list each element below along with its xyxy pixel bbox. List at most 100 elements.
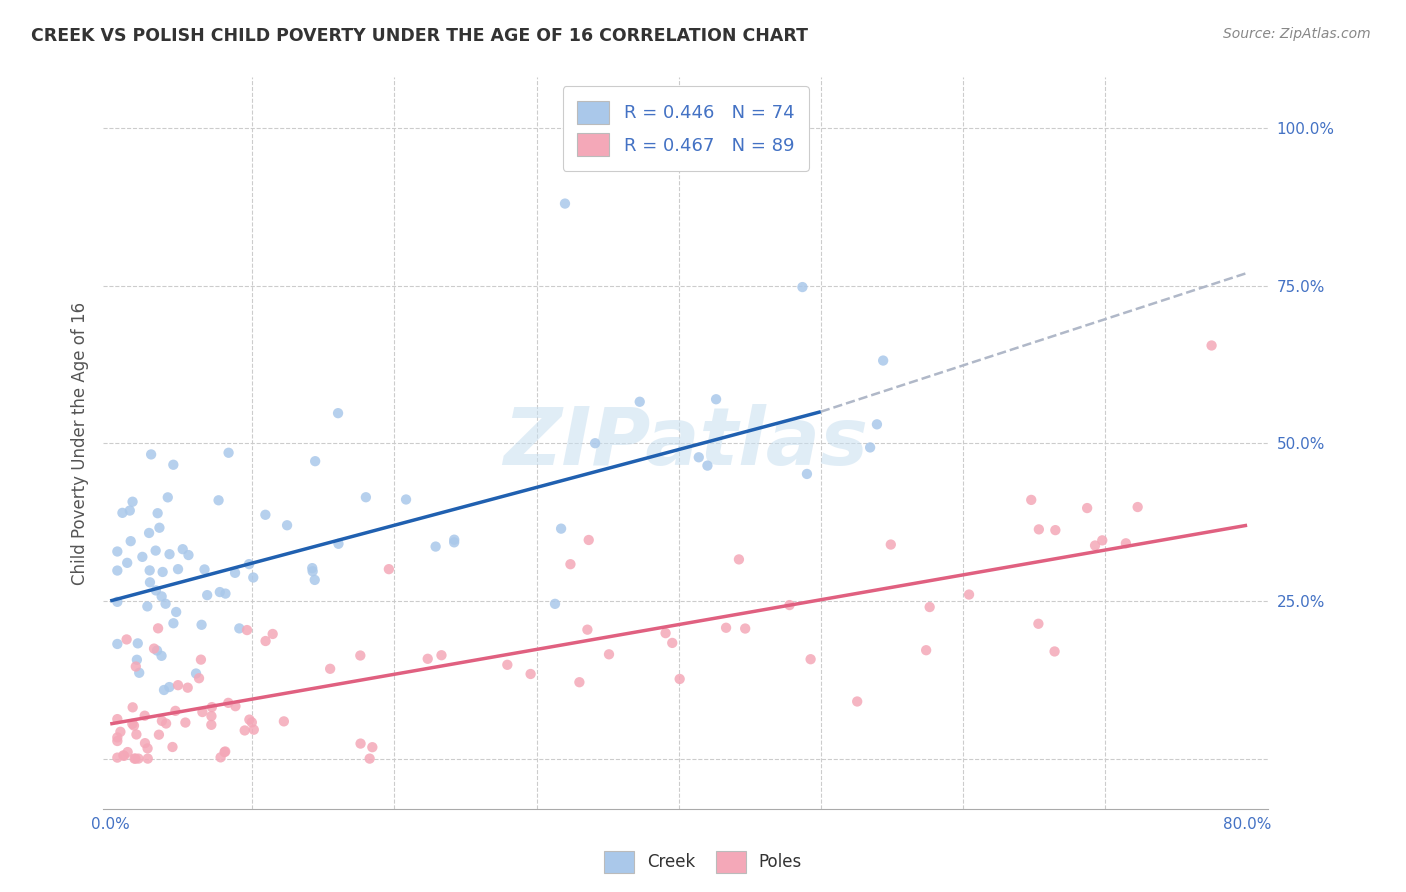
Point xyxy=(957,588,980,602)
Point xyxy=(146,506,169,520)
Point xyxy=(217,696,239,710)
Point xyxy=(131,549,153,564)
Point xyxy=(153,683,176,698)
Point xyxy=(915,643,938,657)
Point xyxy=(121,700,143,714)
Point xyxy=(150,590,173,604)
Point xyxy=(117,745,139,759)
Point xyxy=(162,616,184,631)
Point xyxy=(1091,533,1114,548)
Point xyxy=(143,641,166,656)
Point xyxy=(193,562,215,576)
Text: Source: ZipAtlas.com: Source: ZipAtlas.com xyxy=(1223,27,1371,41)
Point xyxy=(191,705,214,719)
Point xyxy=(152,565,174,579)
Point xyxy=(1028,522,1050,536)
Point xyxy=(125,653,148,667)
Point xyxy=(301,564,323,578)
Point xyxy=(395,492,418,507)
Point xyxy=(218,446,240,460)
Point xyxy=(110,724,132,739)
Point xyxy=(184,666,207,681)
Point xyxy=(138,563,160,577)
Point xyxy=(105,731,128,745)
Point xyxy=(238,557,260,571)
Point xyxy=(233,723,256,738)
Point xyxy=(150,648,173,663)
Point xyxy=(554,196,576,211)
Point xyxy=(254,634,277,648)
Point xyxy=(519,667,541,681)
Point xyxy=(568,675,591,690)
Point xyxy=(846,694,869,708)
Text: CREEK VS POLISH CHILD POVERTY UNDER THE AGE OF 16 CORRELATION CHART: CREEK VS POLISH CHILD POVERTY UNDER THE … xyxy=(31,27,808,45)
Point xyxy=(1084,539,1107,553)
Point xyxy=(208,585,231,599)
Point xyxy=(134,736,156,750)
Point xyxy=(120,534,142,549)
Point xyxy=(276,518,298,533)
Legend: Creek, Poles: Creek, Poles xyxy=(598,845,808,880)
Point xyxy=(378,562,401,576)
Point xyxy=(273,714,295,729)
Point xyxy=(800,652,823,666)
Point xyxy=(496,657,519,672)
Point xyxy=(238,713,260,727)
Point xyxy=(167,678,190,692)
Point xyxy=(661,636,683,650)
Point xyxy=(105,544,128,558)
Point xyxy=(139,575,162,590)
Point xyxy=(115,632,138,647)
Point xyxy=(792,280,814,294)
Point xyxy=(319,662,342,676)
Point xyxy=(136,599,159,614)
Point xyxy=(145,583,167,598)
Point xyxy=(240,715,263,730)
Point xyxy=(443,535,465,549)
Point xyxy=(105,712,128,726)
Point xyxy=(1076,501,1098,516)
Point xyxy=(167,562,190,576)
Point xyxy=(304,454,326,468)
Point xyxy=(214,745,236,759)
Point xyxy=(112,748,135,763)
Point xyxy=(159,547,181,561)
Point xyxy=(349,648,371,663)
Point xyxy=(425,540,447,554)
Point xyxy=(124,751,146,765)
Point xyxy=(214,586,236,600)
Point xyxy=(583,436,606,450)
Point xyxy=(105,750,128,764)
Point xyxy=(236,623,259,637)
Point xyxy=(598,648,620,662)
Point xyxy=(124,751,146,765)
Point xyxy=(796,467,818,481)
Point xyxy=(121,717,143,731)
Point xyxy=(880,537,903,551)
Point xyxy=(550,522,572,536)
Point xyxy=(243,723,266,737)
Point xyxy=(174,715,197,730)
Point xyxy=(214,744,236,758)
Point xyxy=(125,659,148,673)
Point xyxy=(200,718,222,732)
Point xyxy=(304,573,326,587)
Point xyxy=(177,681,200,695)
Point xyxy=(576,623,599,637)
Point xyxy=(728,552,751,566)
Point xyxy=(578,533,600,547)
Point xyxy=(1115,536,1137,550)
Point xyxy=(628,394,651,409)
Point xyxy=(779,598,801,612)
Point xyxy=(122,718,145,732)
Legend: R = 0.446   N = 74, R = 0.467   N = 89: R = 0.446 N = 74, R = 0.467 N = 89 xyxy=(562,87,808,170)
Point xyxy=(148,521,170,535)
Point xyxy=(155,716,177,731)
Point xyxy=(209,750,232,764)
Point xyxy=(688,450,710,465)
Point xyxy=(145,543,167,558)
Point xyxy=(1019,492,1042,507)
Point xyxy=(148,728,170,742)
Point xyxy=(349,737,371,751)
Point xyxy=(165,704,187,718)
